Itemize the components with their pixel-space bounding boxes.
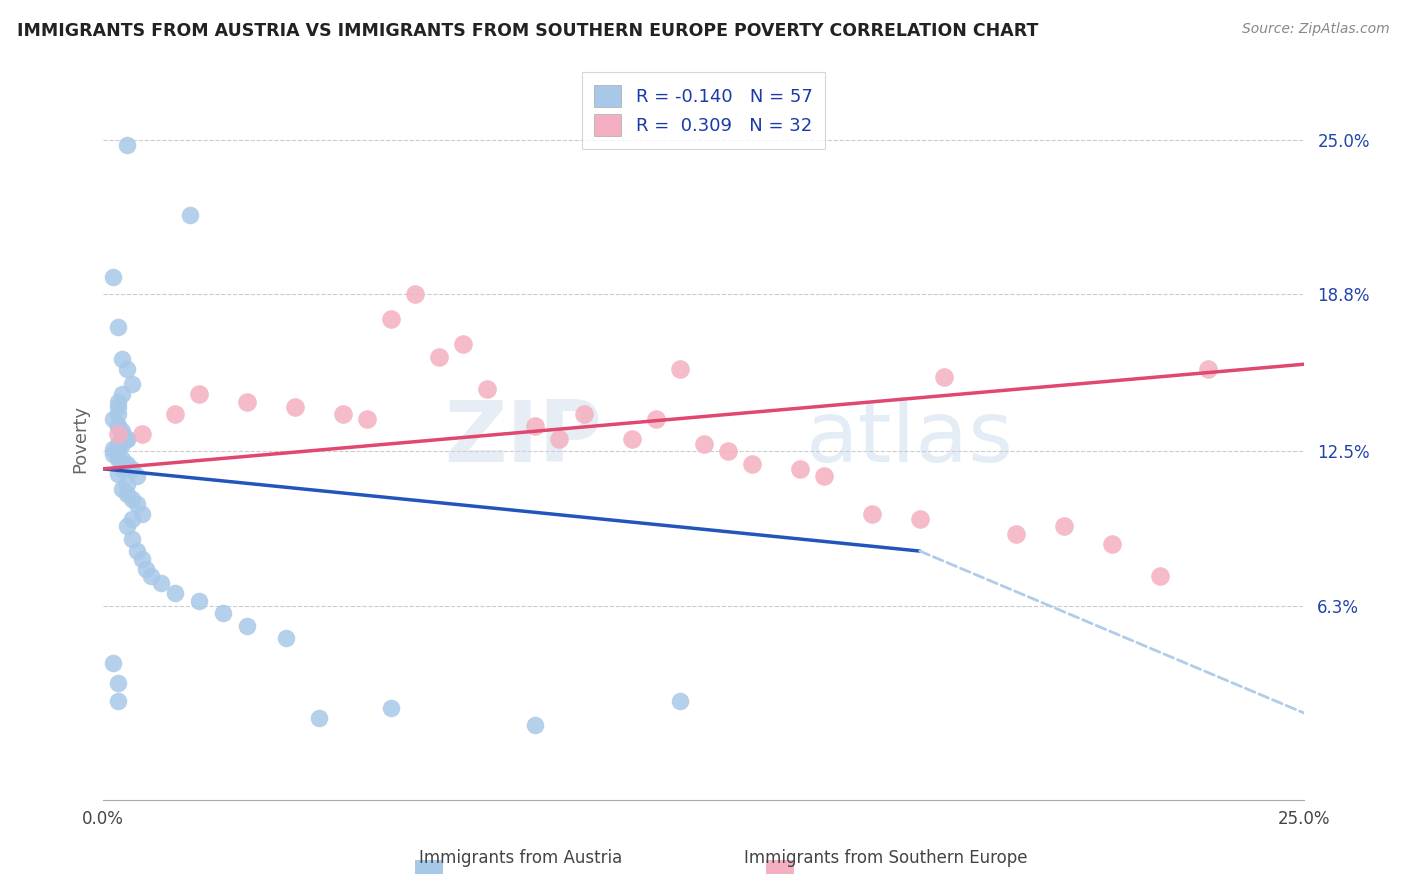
Point	[107, 437, 129, 451]
Point	[548, 432, 571, 446]
Point	[107, 400, 129, 414]
Point	[1149, 569, 1171, 583]
Y-axis label: Poverty: Poverty	[72, 405, 89, 473]
Point	[101, 447, 124, 461]
Point	[236, 394, 259, 409]
Point	[692, 437, 714, 451]
Point	[111, 427, 134, 442]
Point	[111, 387, 134, 401]
Point	[404, 287, 426, 301]
Point	[668, 362, 690, 376]
Point	[524, 718, 547, 732]
Text: ZIP: ZIP	[444, 398, 602, 481]
Point	[131, 551, 153, 566]
Point	[107, 394, 129, 409]
Point	[165, 586, 187, 600]
Point	[141, 569, 163, 583]
Point	[111, 352, 134, 367]
Point	[115, 487, 138, 501]
Point	[101, 442, 124, 456]
Point	[179, 208, 201, 222]
Point	[121, 511, 143, 525]
Point	[121, 377, 143, 392]
Point	[908, 511, 931, 525]
Point	[135, 561, 157, 575]
Point	[668, 693, 690, 707]
Point	[932, 369, 955, 384]
Point	[107, 451, 129, 466]
Point	[380, 312, 402, 326]
Point	[115, 138, 138, 153]
Text: IMMIGRANTS FROM AUSTRIA VS IMMIGRANTS FROM SOUTHERN EUROPE POVERTY CORRELATION C: IMMIGRANTS FROM AUSTRIA VS IMMIGRANTS FR…	[17, 22, 1038, 40]
Text: atlas: atlas	[806, 398, 1014, 481]
Point	[789, 462, 811, 476]
Point	[188, 387, 211, 401]
Point	[111, 451, 134, 466]
Point	[107, 419, 129, 434]
Point	[107, 427, 129, 442]
Point	[115, 457, 138, 471]
Point	[1101, 536, 1123, 550]
Point	[644, 412, 666, 426]
Point	[332, 407, 354, 421]
Point	[572, 407, 595, 421]
Point	[284, 400, 307, 414]
Point	[121, 491, 143, 506]
Point	[125, 497, 148, 511]
Point	[429, 350, 451, 364]
Point	[620, 432, 643, 446]
Point	[813, 469, 835, 483]
Text: Source: ZipAtlas.com: Source: ZipAtlas.com	[1241, 22, 1389, 37]
Point	[111, 437, 134, 451]
Point	[1053, 519, 1076, 533]
Point	[115, 519, 138, 533]
Point	[717, 444, 740, 458]
Point	[380, 701, 402, 715]
Point	[101, 412, 124, 426]
Point	[236, 619, 259, 633]
Point	[107, 319, 129, 334]
Point	[115, 432, 138, 446]
Point	[101, 656, 124, 670]
Point	[115, 476, 138, 491]
Point	[107, 419, 129, 434]
Point	[107, 407, 129, 421]
Point	[212, 607, 235, 621]
Point	[115, 362, 138, 376]
Point	[741, 457, 763, 471]
Legend: R = -0.140   N = 57, R =  0.309   N = 32: R = -0.140 N = 57, R = 0.309 N = 32	[582, 72, 825, 149]
Point	[111, 457, 134, 471]
Point	[111, 425, 134, 439]
Point	[165, 407, 187, 421]
Point	[1005, 526, 1028, 541]
Point	[860, 507, 883, 521]
Point	[121, 532, 143, 546]
Text: Immigrants from Austria: Immigrants from Austria	[419, 849, 621, 867]
Point	[453, 337, 475, 351]
Point	[107, 442, 129, 456]
Point	[125, 469, 148, 483]
Point	[1197, 362, 1219, 376]
Point	[477, 382, 499, 396]
Point	[131, 427, 153, 442]
Point	[121, 462, 143, 476]
Point	[356, 412, 378, 426]
Point	[125, 544, 148, 558]
Text: Immigrants from Southern Europe: Immigrants from Southern Europe	[744, 849, 1028, 867]
Point	[111, 482, 134, 496]
Point	[308, 711, 330, 725]
Point	[131, 507, 153, 521]
Point	[115, 432, 138, 446]
Point	[107, 693, 129, 707]
Point	[274, 632, 297, 646]
Point	[188, 594, 211, 608]
Point	[107, 676, 129, 690]
Point	[524, 419, 547, 434]
Point	[111, 462, 134, 476]
Point	[149, 576, 172, 591]
Point	[107, 467, 129, 481]
Point	[101, 270, 124, 285]
